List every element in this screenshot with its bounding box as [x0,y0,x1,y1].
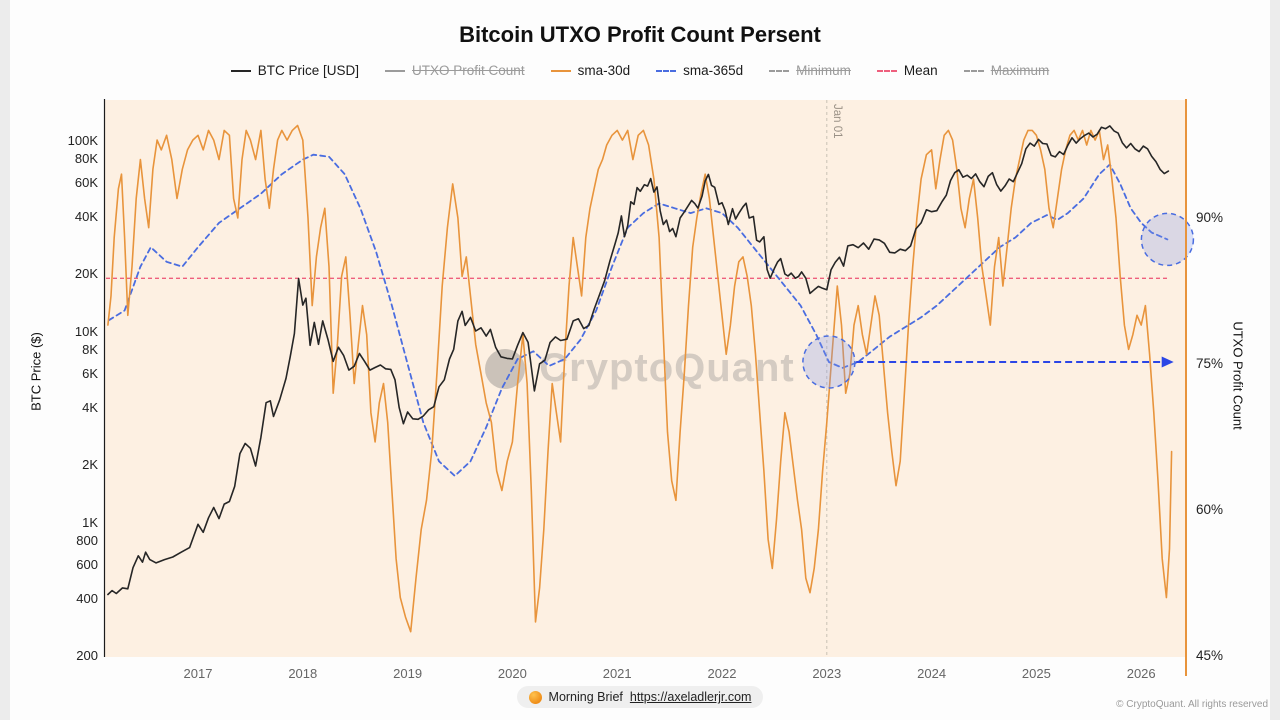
copyright-notice: © CryptoQuant. All rights reserved [1116,699,1268,710]
highlight-circle [1140,212,1195,267]
legend-label: Maximum [990,63,1050,78]
page-title: Bitcoin UTXO Profit Count Persent [459,22,821,47]
legend-item-sma-365d[interactable]: sma-365d [656,63,743,78]
legend-swatch-sma-30d [550,69,571,72]
series-sma-30d [107,124,1173,633]
legend-label: Mean [903,63,938,78]
legend-swatch-utxo-profit-count [385,69,406,72]
legend-label: Minimum [796,63,851,78]
legend-swatch-mean [876,69,897,72]
legend-label: sma-30d [577,63,631,78]
morning-brief-badge: Morning Brief https://axeladlerjr.com [516,686,764,708]
legend-item-utxo-profit-count[interactable]: UTXO Profit Count [385,63,525,78]
legend-item-maximum[interactable]: Maximum [963,63,1050,78]
series-sma-365d [108,153,1169,477]
legend-swatch-sma-365d [656,69,677,72]
legend-label: BTC Price [USD] [257,63,360,78]
right-axis-title: UTXO Profit Count [1230,321,1246,430]
left-edge-strip [0,0,10,720]
legend-item-btc-price-usd[interactable]: BTC Price [USD] [230,63,360,78]
orange-circle-icon [528,690,542,704]
watermark-text: CryptoQuant [539,346,795,390]
author-link[interactable]: https://axeladlerjr.com [629,690,752,704]
legend-item-mean[interactable]: Mean [876,63,938,78]
legend-swatch-maximum [963,69,984,72]
legend: BTC Price [USD] UTXO Profit Count sma-30d s… [0,63,1280,78]
right-edge-strip [1270,0,1280,720]
vline-date-label: Jan 01 [831,104,843,139]
footer: Morning Brief https://axeladlerjr.com [0,686,1280,708]
highlight-circle [802,335,856,389]
projection-arrowhead-icon [1161,356,1174,368]
left-axis-title: BTC Price ($) [28,332,44,411]
legend-item-sma-30d[interactable]: sma-30d [550,63,631,78]
brief-label: Morning Brief [548,690,623,704]
legend-item-minimum[interactable]: Minimum [769,63,851,78]
legend-swatch-minimum [769,69,790,72]
legend-swatch-btc-price-usd [230,69,251,72]
legend-label: sma-365d [683,63,744,78]
legend-label: UTXO Profit Count [412,63,525,78]
series-btc-price-usd [107,125,1170,596]
